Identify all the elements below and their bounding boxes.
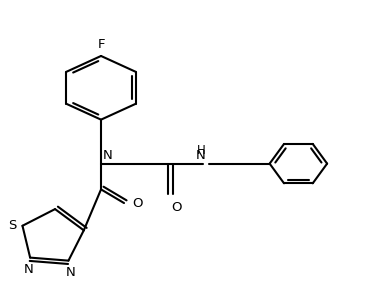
Text: N: N [103, 149, 113, 162]
Text: N: N [196, 149, 206, 162]
Text: O: O [132, 196, 143, 210]
Text: F: F [97, 38, 105, 50]
Text: S: S [8, 219, 16, 232]
Text: N: N [66, 266, 75, 279]
Text: N: N [23, 263, 33, 276]
Text: H: H [197, 144, 205, 157]
Text: O: O [171, 201, 182, 214]
